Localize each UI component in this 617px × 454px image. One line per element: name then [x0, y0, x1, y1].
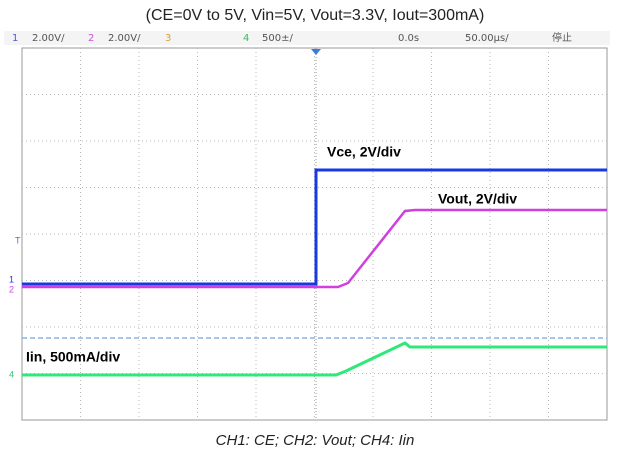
- run-state: 停止: [552, 31, 572, 44]
- caption: CH1: CE; CH2: Vout; CH4: Iin: [216, 432, 415, 449]
- status-bar: 1 2.00V/ 2 2.00V/ 3 4 500±/ 0.0s 50.00μs…: [4, 31, 610, 45]
- vout-trace: [22, 208, 607, 289]
- time-offset: 0.0s: [398, 33, 419, 44]
- vout-label: Vout, 2V/div: [438, 191, 517, 207]
- time-scale: 50.00μs/: [465, 33, 509, 44]
- ch4-marker: 4: [9, 369, 14, 379]
- iin-trace: [22, 341, 607, 377]
- status-background: [4, 31, 610, 45]
- ch4-number: 4: [243, 33, 249, 44]
- trigger-marker: T: [15, 235, 21, 245]
- ch2-scale: 2.00V/: [108, 33, 141, 44]
- vce-label: Vce, 2V/div: [327, 144, 401, 160]
- title: (CE=0V to 5V, Vin=5V, Vout=3.3V, Iout=30…: [146, 7, 485, 24]
- trigger-position: [311, 49, 321, 55]
- vce-trace: [22, 168, 607, 286]
- ch1-marker: 1: [9, 274, 14, 284]
- ch3-number: 3: [165, 33, 171, 44]
- ch4-scale: 500±/: [262, 33, 293, 44]
- ch2-marker: 2: [9, 284, 14, 294]
- ch1-scale: 2.00V/: [32, 33, 65, 44]
- ch1-number: 1: [12, 33, 18, 44]
- ch2-number: 2: [88, 33, 94, 44]
- iin-label: Iin, 500mA/div: [26, 349, 120, 365]
- scope-screen: T 1 2 4 Vce, 2V/div Vout, 2V/div Iin, 50…: [9, 47, 608, 421]
